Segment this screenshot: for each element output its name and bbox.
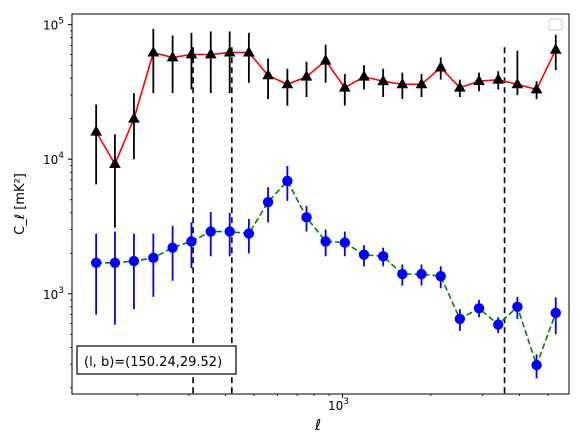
triangle-marker [511,77,524,89]
y-axis-label: C_ℓ [mK²] [13,173,28,235]
triangle-marker [185,48,198,59]
circle-marker [358,249,370,260]
x-tick-label: 103 [328,397,349,413]
vertical-reference-lines [192,47,506,394]
data-series [90,28,562,379]
annotation-box: (l, b)=(150.24,29.52) [76,345,237,375]
triangle-marker [434,61,447,72]
circle-marker [128,255,140,267]
triangle-marker [549,43,562,54]
triangle-marker [243,46,255,57]
triangle-marker [166,51,179,62]
circle-marker [90,257,102,268]
plot-frame [71,13,570,395]
triangle-marker [90,125,102,136]
y-tick-label: 103 [43,286,64,302]
circle-marker [512,301,523,313]
x-axis-label: ℓ [314,416,321,434]
triangle-marker [377,74,390,86]
triangle-marker [492,73,505,84]
series-circles [90,166,561,379]
triangle-marker [128,112,140,123]
circle-marker [377,251,389,262]
circle-marker [109,257,121,268]
circle-marker [224,226,235,237]
triangle-marker [358,70,370,81]
y-tick-label: 104 [43,151,64,167]
triangle-marker [453,81,466,92]
circle-marker [473,303,485,314]
legend-box [548,18,563,31]
circle-marker [435,271,446,282]
circle-marker [320,236,331,247]
circle-marker [262,196,274,208]
circle-marker [282,175,293,187]
circle-marker [454,313,466,325]
annotation-text: (l, b)=(150.24,29.52) [84,355,222,370]
triangle-marker [300,70,313,81]
circle-marker [397,268,408,280]
circle-marker [186,236,197,247]
circle-marker [243,228,255,239]
triangle-marker [223,46,236,57]
triangle-marker [262,68,274,80]
circle-marker [167,242,178,253]
circle-marker [493,319,504,330]
circle-marker [531,359,542,371]
series-triangles [90,28,562,228]
circle-marker [148,252,159,264]
triangle-marker [281,77,294,89]
y-tick-label: 105 [43,17,64,33]
triangle-marker [109,157,121,168]
triangle-marker [473,74,485,86]
triangle-marker [338,81,351,92]
circle-marker [205,226,216,237]
triangle-marker [204,48,217,59]
triangle-marker [415,77,428,89]
triangle-marker [530,82,543,94]
triangle-marker [396,77,409,89]
circle-marker [301,212,312,223]
circle-marker [550,307,561,319]
triangle-marker [147,46,160,57]
plot-background [72,14,569,394]
triangle-marker [319,54,332,65]
circle-marker [339,237,351,248]
circle-marker [416,268,427,280]
